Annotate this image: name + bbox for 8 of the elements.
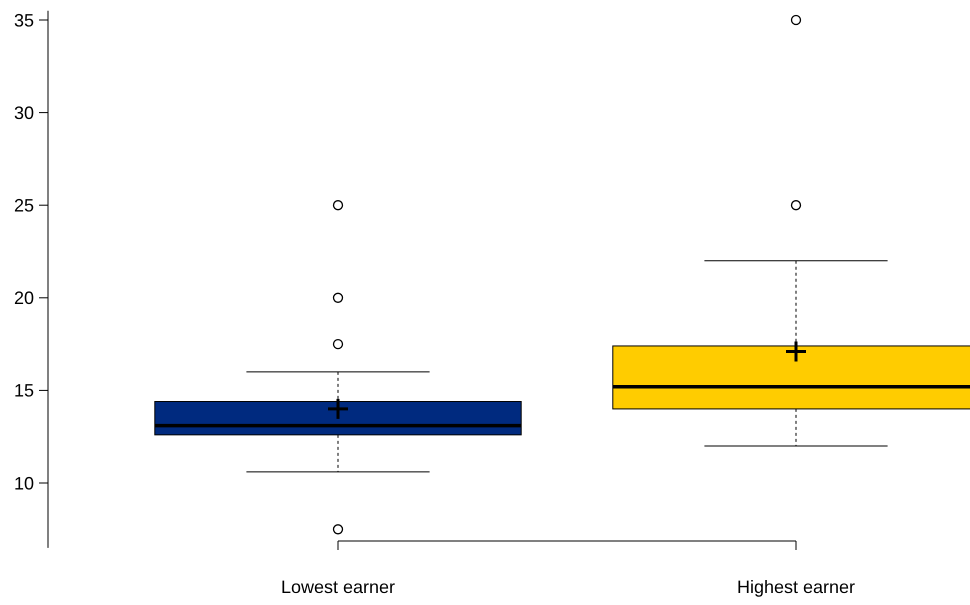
y-tick-label: 10 xyxy=(14,473,34,494)
y-tick-label: 30 xyxy=(14,102,34,123)
x-tick-label: Lowest earner xyxy=(280,577,396,597)
y-tick-label: 20 xyxy=(14,288,34,308)
y-tick-label: 25 xyxy=(14,196,34,216)
x-tick-label: Highest earner xyxy=(736,577,856,597)
y-tick-label: 15 xyxy=(14,380,34,401)
y-tick-label: 35 xyxy=(14,10,34,30)
